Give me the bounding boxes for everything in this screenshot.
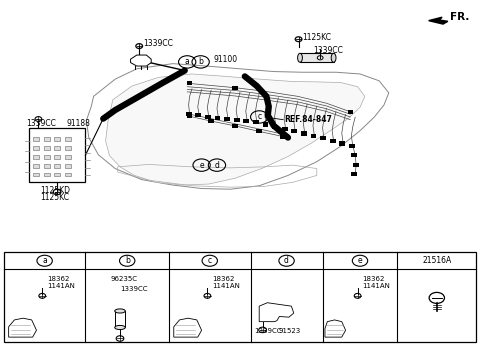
Text: a: a: [185, 57, 190, 66]
Text: 1141AN: 1141AN: [212, 283, 240, 289]
Bar: [282, 127, 288, 131]
Text: 1141AN: 1141AN: [47, 283, 75, 289]
Bar: [263, 122, 268, 127]
Bar: [224, 117, 230, 121]
Text: c: c: [257, 112, 261, 121]
Ellipse shape: [298, 53, 302, 62]
Bar: [65, 155, 71, 159]
Polygon shape: [9, 318, 36, 337]
Bar: [349, 144, 355, 148]
Bar: [44, 137, 50, 141]
Text: 91523: 91523: [278, 328, 300, 334]
Text: 18362: 18362: [212, 276, 235, 282]
Bar: [44, 146, 50, 150]
Bar: [280, 135, 286, 139]
Text: b: b: [198, 57, 203, 66]
Text: 1125KD: 1125KD: [40, 186, 70, 195]
Bar: [195, 113, 201, 117]
Polygon shape: [325, 320, 346, 337]
Bar: [351, 172, 357, 176]
Bar: [54, 137, 60, 141]
Bar: [186, 112, 192, 116]
Bar: [234, 118, 240, 122]
Bar: [33, 137, 39, 141]
Text: 1339CC: 1339CC: [313, 46, 343, 55]
Ellipse shape: [331, 53, 336, 62]
Bar: [54, 164, 60, 168]
Text: 1125KC: 1125KC: [302, 33, 331, 42]
Bar: [65, 146, 71, 150]
Bar: [351, 153, 357, 157]
Polygon shape: [106, 74, 365, 185]
Bar: [54, 155, 60, 159]
Text: 18362: 18362: [47, 276, 70, 282]
Text: FR.: FR.: [450, 11, 469, 22]
Bar: [187, 81, 192, 85]
Text: 1141AN: 1141AN: [362, 283, 390, 289]
Bar: [330, 139, 336, 143]
Bar: [272, 125, 278, 129]
Text: 96235C: 96235C: [110, 276, 137, 282]
Bar: [291, 129, 297, 133]
Text: 1339CC: 1339CC: [254, 328, 282, 334]
Bar: [54, 173, 60, 176]
Text: 1125KC: 1125KC: [40, 193, 69, 202]
Text: 18362: 18362: [362, 276, 385, 282]
Bar: [33, 155, 39, 159]
Bar: [208, 119, 214, 123]
Text: 91100: 91100: [214, 55, 238, 64]
Bar: [232, 124, 238, 128]
Polygon shape: [259, 303, 294, 322]
Ellipse shape: [115, 325, 125, 330]
Bar: [65, 173, 71, 176]
Bar: [215, 116, 220, 120]
Bar: [65, 137, 71, 141]
Bar: [29, 128, 85, 182]
Bar: [65, 164, 71, 168]
Bar: [256, 129, 262, 133]
Bar: [4, 252, 476, 342]
Text: 1339CC: 1339CC: [143, 39, 173, 47]
Bar: [339, 141, 345, 146]
Bar: [115, 311, 125, 327]
Bar: [243, 119, 249, 123]
Polygon shape: [174, 318, 202, 337]
Bar: [301, 131, 307, 136]
Polygon shape: [131, 55, 151, 66]
Text: b: b: [125, 256, 130, 265]
Bar: [320, 136, 326, 140]
Bar: [253, 120, 259, 124]
Text: d: d: [215, 161, 219, 170]
Bar: [205, 115, 211, 119]
Bar: [54, 146, 60, 150]
Text: 1339CC: 1339CC: [120, 286, 147, 292]
Bar: [187, 114, 192, 118]
Bar: [300, 53, 334, 62]
Text: e: e: [358, 256, 362, 265]
Bar: [33, 164, 39, 168]
Text: e: e: [199, 161, 204, 170]
Bar: [33, 173, 39, 176]
Bar: [44, 155, 50, 159]
Text: 91188: 91188: [66, 119, 90, 128]
Text: d: d: [284, 256, 289, 265]
Bar: [348, 110, 353, 114]
Ellipse shape: [115, 309, 125, 313]
Bar: [44, 173, 50, 176]
Text: 1339CC: 1339CC: [26, 119, 56, 128]
Bar: [33, 146, 39, 150]
Bar: [353, 163, 359, 167]
Polygon shape: [429, 17, 448, 24]
Text: 21516A: 21516A: [422, 256, 451, 265]
Bar: [44, 164, 50, 168]
Bar: [232, 86, 238, 90]
Text: REF.84-847: REF.84-847: [284, 115, 332, 124]
Text: a: a: [42, 256, 47, 265]
Text: c: c: [208, 256, 212, 265]
Bar: [311, 134, 316, 138]
